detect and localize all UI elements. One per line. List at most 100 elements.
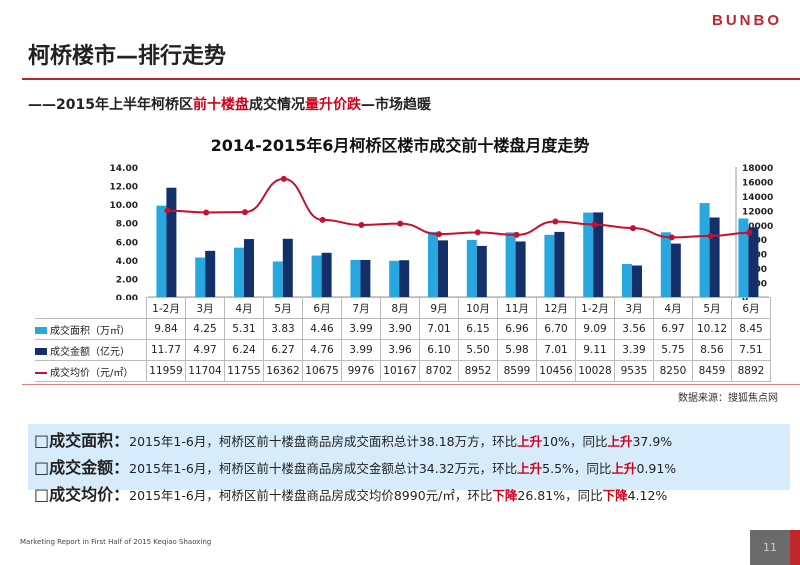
category-label: 7月 (341, 297, 381, 319)
data-label: 3.96 (380, 339, 420, 361)
data-label: 9.11 (575, 339, 615, 361)
data-label: 7.51 (731, 339, 771, 361)
legend-label: 成交均价（元/㎡） (50, 367, 134, 379)
page-title: 柯桥楼市—排行走势 (28, 44, 227, 69)
bar-amount (360, 259, 371, 297)
data-label: 10675 (302, 360, 342, 382)
category-label: 10月 (458, 297, 498, 319)
summary-text: 上升 (517, 461, 543, 476)
subtitle-part: 量升价跌 (304, 97, 361, 113)
legend-entry: 成交金额（亿元） (35, 339, 147, 361)
data-label: 6.97 (653, 318, 693, 340)
price-point (552, 218, 559, 225)
category-label: 12月 (536, 297, 576, 319)
price-point (707, 232, 714, 239)
bar-area (466, 239, 477, 297)
data-label: 11959 (146, 360, 186, 382)
bar-area (350, 259, 361, 297)
category-label: 3月 (614, 297, 654, 319)
category-label: 6月 (302, 297, 342, 319)
right-axis-tick: 16000 (742, 178, 773, 188)
price-point (397, 220, 404, 227)
data-label: 4.97 (185, 339, 225, 361)
price-line (167, 177, 750, 239)
data-label: 8892 (731, 360, 771, 382)
data-label: 5.31 (224, 318, 264, 340)
data-label: 8459 (692, 360, 732, 382)
price-point (630, 225, 636, 232)
summary-text: 下降 (602, 488, 628, 503)
data-label: 3.90 (380, 318, 420, 340)
data-label: 9.09 (575, 318, 615, 340)
summary-label: □成交均价： (34, 485, 130, 504)
source-divider (22, 384, 800, 385)
right-axis-tick: 12000 (742, 207, 773, 217)
data-label: 9976 (341, 360, 381, 382)
price-point (280, 175, 287, 182)
summary-text: 0.91% (636, 461, 677, 476)
price-point (436, 231, 442, 238)
data-label: 3.83 (263, 318, 303, 340)
category-label: 1-2月 (575, 297, 615, 319)
legend-swatch (35, 327, 47, 334)
data-table: 1-2月 3月 4月 5月 6月 7月 8月 9月 10月 11月 12月 1-2月 3月 4月 5月 6月成… (35, 297, 771, 382)
bar-amount (244, 239, 254, 297)
bar-amount (438, 240, 448, 297)
bar-amount (515, 241, 526, 297)
bar-area (272, 261, 283, 297)
summary-text: 下降 (492, 488, 518, 503)
page-number: 11 (750, 530, 790, 565)
summary-text: 上升 (611, 461, 637, 476)
data-label: 5.75 (653, 339, 693, 361)
price-point (591, 221, 598, 228)
category-label: 5月 (692, 297, 732, 319)
chart-title: 2014-2015年6月柯桥区楼市成交前十楼盘月度走势 (210, 136, 590, 155)
bar-area (583, 212, 594, 297)
bar-amount (632, 265, 642, 297)
bar-amount (593, 212, 604, 297)
data-label: 9.84 (146, 318, 186, 340)
left-axis-tick: 2.00 (116, 275, 138, 285)
data-label: 10028 (575, 360, 615, 382)
table-corner (35, 297, 147, 319)
data-label: 10167 (380, 360, 420, 382)
price-point (668, 234, 675, 241)
bar-amount (670, 243, 681, 297)
data-label: 4.46 (302, 318, 342, 340)
data-label: 6.70 (536, 318, 576, 340)
bar-area (156, 205, 167, 297)
bar-area (660, 232, 671, 297)
bar-area (544, 234, 555, 297)
price-point (474, 229, 481, 236)
bar-area (195, 257, 206, 297)
data-label: 3.99 (341, 318, 381, 340)
summary-line: □成交面积：2015年1-6月，柯桥区前十楼盘商品房成交面积总计38.18万方，… (34, 427, 784, 451)
summary-text: 26.81%，同比 (517, 488, 603, 503)
data-label: 8702 (419, 360, 459, 382)
title-divider (22, 78, 800, 80)
data-label: 11755 (224, 360, 264, 382)
summary-text: 10%，同比 (542, 434, 608, 449)
bar-amount (709, 217, 720, 297)
data-label: 5.98 (497, 339, 537, 361)
summary-text: 2015年1-6月，柯桥区前十楼盘商品房成交均价8990元/㎡，环比 (129, 488, 493, 503)
summary-text: 5.5%，同比 (542, 461, 612, 476)
bar-area (428, 231, 438, 297)
subtitle: ——2015年上半年柯桥区前十楼盘成交情况量升价跌—市场趋暖 (28, 94, 431, 114)
subtitle-part: 前十楼盘 (192, 97, 249, 113)
bar-amount (554, 231, 565, 297)
legend-swatch (35, 371, 47, 374)
summary-text: 2015年1-6月，柯桥区前十楼盘商品房成交面积总计38.18万方，环比 (129, 434, 518, 449)
data-label: 6.24 (224, 339, 264, 361)
bar-area (389, 260, 400, 297)
data-label: 3.56 (614, 318, 654, 340)
subtitle-part: —市场趋暖 (360, 97, 431, 113)
bar-area (505, 232, 516, 297)
data-label: 8.45 (731, 318, 771, 340)
right-axis-tick: 14000 (742, 193, 773, 203)
left-axis-tick: 0.00 (116, 294, 138, 300)
data-label: 5.50 (458, 339, 498, 361)
data-label: 6.27 (263, 339, 303, 361)
bar-area (699, 203, 710, 297)
category-label: 9月 (419, 297, 459, 319)
